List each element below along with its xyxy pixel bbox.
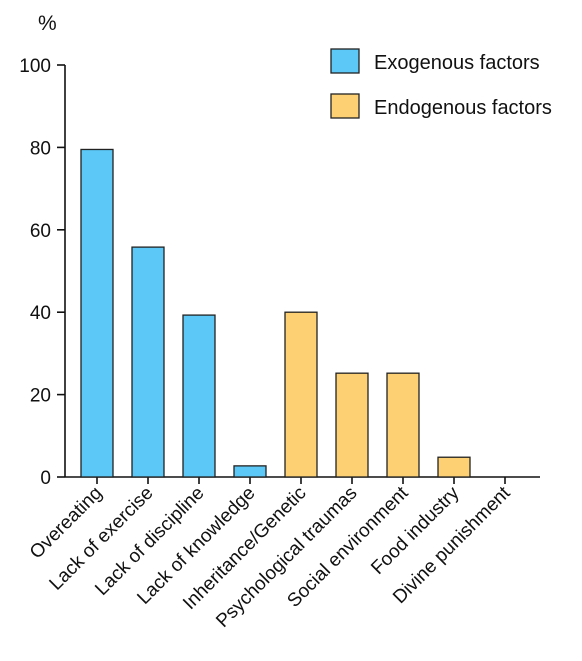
bar xyxy=(335,372,369,478)
legend-label: Endogenous factors xyxy=(374,97,552,119)
legend-swatch xyxy=(330,48,360,74)
x-category-label: Food industry xyxy=(367,482,464,579)
bar xyxy=(437,456,471,478)
y-tick-label: 100 xyxy=(19,56,51,77)
legend-label: Exogenous factors xyxy=(374,52,540,74)
y-tick-label: 60 xyxy=(30,221,51,242)
legend: Exogenous factors Endogenous factors xyxy=(330,48,552,119)
bar xyxy=(386,372,420,478)
bar xyxy=(233,465,267,478)
y-tick-label: 80 xyxy=(30,138,51,159)
bars xyxy=(80,148,471,478)
bar xyxy=(131,246,165,478)
y-axis-unit-label: % xyxy=(38,12,57,35)
y-tick-label: 40 xyxy=(30,303,51,324)
y-tick-label: 0 xyxy=(40,468,51,489)
bar xyxy=(284,311,318,478)
legend-swatch xyxy=(330,93,360,119)
y-tick-label: 20 xyxy=(30,386,51,407)
bar xyxy=(182,314,216,478)
bar xyxy=(80,148,114,478)
